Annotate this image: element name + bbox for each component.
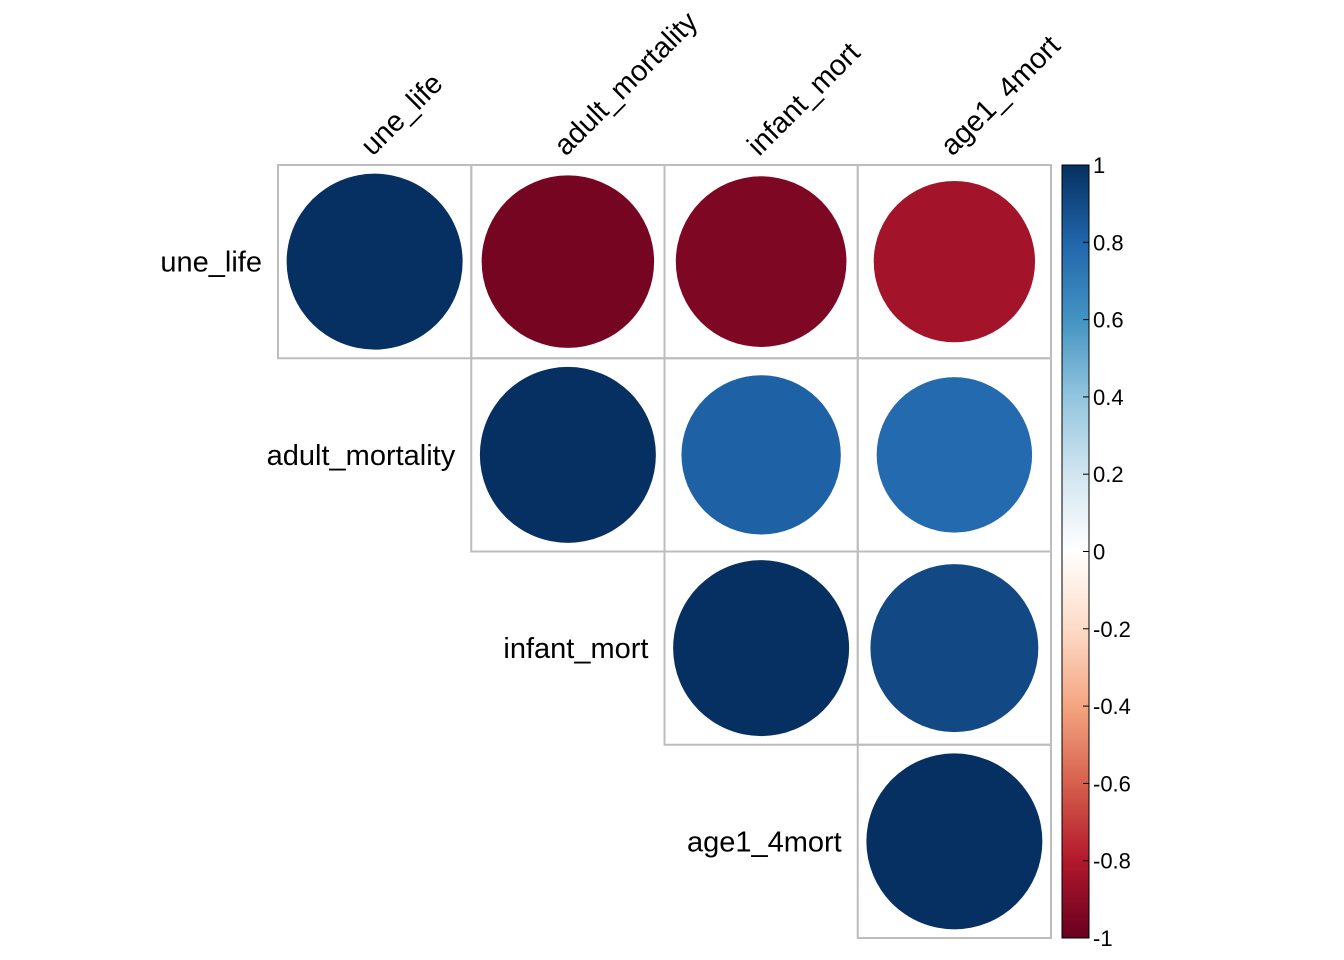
colorbar-tick-label: 0.4: [1093, 385, 1124, 410]
colorbar-tick-label: -0.8: [1093, 849, 1131, 874]
column-label: age1_4mort: [935, 30, 1067, 162]
correlation-circle: [866, 753, 1043, 930]
correlation-circle: [876, 377, 1033, 533]
row-label: une_life: [160, 247, 262, 279]
colorbar-tick-label: 0.6: [1093, 308, 1124, 333]
row-label: adult_mortality: [267, 440, 456, 472]
colorbar-tick-label: -0.6: [1093, 771, 1131, 796]
column-label: infant_mort: [741, 37, 866, 162]
colorbar-tick-label: 0.8: [1093, 230, 1124, 255]
correlation-circle: [479, 366, 656, 543]
correlation-circle: [675, 176, 847, 347]
correlation-circle: [870, 564, 1039, 733]
color-legend: 1 0.8 0.6 0.4 0.2 0 -0.2 -0.4 -0.6 -0.8 -1: [1061, 153, 1131, 951]
column-labels: une_life adult_mortality infant_mort age1_4…: [355, 6, 1067, 162]
colorbar-tick-label: 0: [1093, 540, 1105, 565]
correlation-circle: [873, 180, 1036, 343]
colorbar-tick-label: -0.4: [1093, 694, 1131, 719]
row-labels: une_life adult_mortality infant_mort age1_4…: [160, 247, 841, 859]
grid-cell: [856, 743, 1052, 939]
correlation-circle: [681, 375, 841, 535]
correlation-circle: [673, 560, 850, 737]
colorbar-tick-label: 1: [1093, 153, 1105, 178]
correlation-circle: [286, 173, 463, 350]
colorbar-tick-label: -1: [1093, 926, 1113, 951]
colorbar-tick-label: -0.2: [1093, 617, 1131, 642]
column-label: adult_mortality: [548, 6, 704, 162]
correlation-circles: [286, 173, 1043, 930]
colorbar-tick-label: 0.2: [1093, 462, 1124, 487]
column-label: une_life: [355, 67, 449, 161]
row-label: infant_mort: [503, 633, 648, 665]
correlation-circle: [481, 175, 655, 348]
cell-grid: [277, 164, 1052, 939]
row-label: age1_4mort: [687, 826, 842, 858]
